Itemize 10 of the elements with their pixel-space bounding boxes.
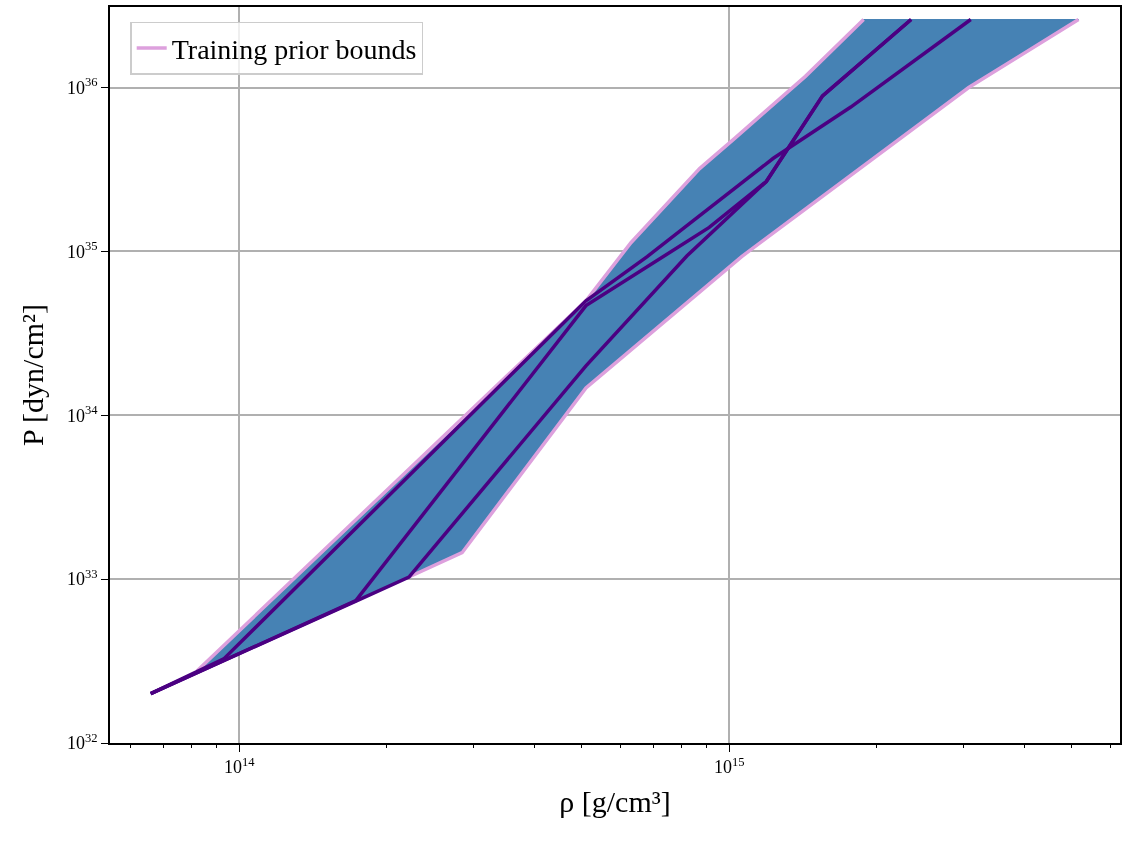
y-tick-label: 10$^{35}$: [67, 239, 98, 262]
legend-label: Training prior bounds: [171, 33, 417, 65]
y-tick-label: 10$^{33}$: [67, 566, 98, 590]
y-tick-label: 10$^{32}$: [67, 730, 98, 754]
x-axis-title: ρ [g/cm³]: [559, 785, 671, 819]
x-tick-label: 10$^{14}$: [223, 754, 256, 778]
x-tick-label: 10$^{15}$: [713, 754, 745, 778]
y-axis-title: P [dyn/cm²]: [15, 303, 49, 447]
y-tick-label: 10$^{34}$: [67, 403, 99, 426]
y-tick-label: 10$^{36}$: [67, 75, 98, 98]
